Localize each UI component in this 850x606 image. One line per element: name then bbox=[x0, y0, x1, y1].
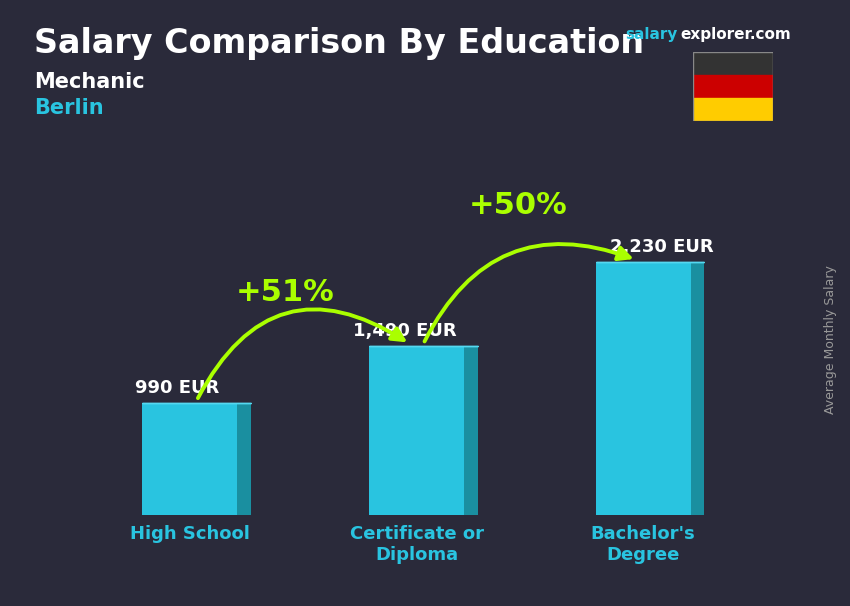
Text: +50%: +50% bbox=[469, 191, 568, 220]
Text: 2,230 EUR: 2,230 EUR bbox=[609, 238, 713, 256]
Bar bbox=[464, 346, 478, 515]
Text: explorer.com: explorer.com bbox=[680, 27, 790, 42]
Bar bbox=[596, 262, 691, 515]
Bar bbox=[693, 98, 774, 121]
Text: Average Monthly Salary: Average Monthly Salary bbox=[824, 265, 837, 414]
Text: 990 EUR: 990 EUR bbox=[135, 379, 219, 396]
Bar bbox=[691, 262, 705, 515]
Bar bbox=[693, 52, 774, 75]
Text: 1,490 EUR: 1,490 EUR bbox=[354, 322, 457, 340]
Bar bbox=[693, 75, 774, 98]
Text: salary: salary bbox=[625, 27, 677, 42]
Bar bbox=[369, 346, 464, 515]
Text: +51%: +51% bbox=[235, 278, 334, 307]
Bar bbox=[142, 403, 237, 515]
Bar bbox=[237, 403, 251, 515]
Text: Salary Comparison By Education: Salary Comparison By Education bbox=[34, 27, 644, 60]
Text: Berlin: Berlin bbox=[34, 98, 104, 118]
Text: Mechanic: Mechanic bbox=[34, 72, 144, 92]
